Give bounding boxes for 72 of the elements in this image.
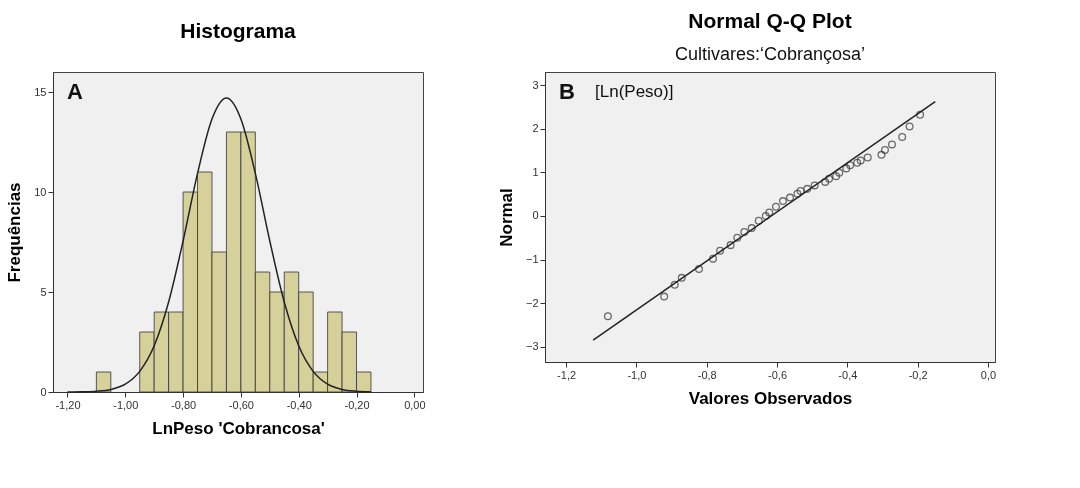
point [793, 189, 802, 198]
annotation: B [559, 79, 575, 104]
y-tick-label: −3 [525, 340, 539, 353]
point [825, 174, 834, 183]
point [880, 146, 889, 155]
y-tick-label: 10 [34, 185, 47, 198]
chart-title: Histograma [180, 19, 297, 42]
line-series [66, 97, 372, 393]
annotation: A [67, 79, 83, 104]
point [842, 164, 851, 173]
x-tick-label: -0,4 [838, 368, 858, 381]
y-tick-label: 2 [532, 122, 539, 135]
point [660, 292, 669, 301]
point [856, 156, 865, 165]
point [677, 273, 686, 282]
point [761, 211, 770, 220]
x-axis-title: Valores Observados [688, 388, 853, 408]
point [765, 208, 774, 217]
x-axis-title: LnPeso 'Cobrancosa' [152, 418, 325, 438]
y-axis-title: Normal [496, 188, 516, 247]
point [709, 254, 718, 263]
point [779, 197, 788, 206]
point [803, 184, 812, 193]
point [835, 168, 844, 177]
y-tick-label: −1 [525, 253, 539, 266]
point [786, 193, 795, 202]
y-tick-label: −2 [525, 296, 539, 309]
chart-title: Normal Q-Q Plot [688, 9, 852, 32]
point [754, 216, 763, 225]
point [726, 241, 735, 250]
y-axis-title: Frequências [5, 182, 25, 283]
point [887, 140, 896, 149]
point [771, 202, 780, 211]
x-tick-label: 0,00 [404, 398, 426, 411]
chart-subtitle: Cultivares:‘Cobrançosa’ [674, 44, 866, 64]
point [716, 246, 725, 255]
x-tick-label: -0,2 [908, 368, 928, 381]
y-tick-label: 0 [40, 385, 47, 398]
x-tick-label: 0,0 [980, 368, 997, 381]
point [740, 228, 749, 237]
x-tick-label: -0,60 [228, 398, 254, 411]
point [694, 265, 703, 274]
y-tick-label: 0 [532, 209, 539, 222]
point [747, 224, 756, 233]
y-tick-label: 1 [532, 165, 539, 178]
point [877, 150, 886, 159]
x-tick-label: -0,40 [286, 398, 312, 411]
point [810, 181, 819, 190]
point [853, 158, 862, 167]
point [733, 233, 742, 242]
x-tick-label: -1,2 [557, 368, 577, 381]
point [846, 161, 855, 170]
y-tick-label: 15 [34, 85, 47, 98]
x-tick-label: -0,80 [171, 398, 197, 411]
x-tick-label: -1,20 [55, 398, 81, 411]
point [898, 132, 907, 141]
x-tick-label: -1,00 [113, 398, 139, 411]
annotation: [Ln(Peso)] [595, 82, 674, 101]
point [603, 312, 612, 321]
point [670, 280, 679, 289]
point [905, 122, 914, 131]
point [821, 177, 830, 186]
point [796, 187, 805, 196]
point [863, 153, 872, 162]
x-tick-label: -0,20 [344, 398, 370, 411]
y-tick-label: 3 [532, 78, 539, 91]
y-tick-label: 5 [40, 285, 47, 298]
x-tick-label: -0,6 [768, 368, 788, 381]
x-tick-label: -0,8 [697, 368, 717, 381]
x-tick-label: -1,0 [627, 368, 647, 381]
point [832, 172, 841, 181]
point [916, 110, 925, 119]
